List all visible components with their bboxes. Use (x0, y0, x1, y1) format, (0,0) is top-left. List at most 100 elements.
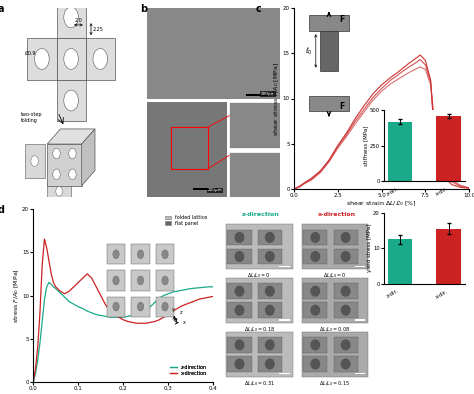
Bar (228, 249, 252, 264)
Text: two-step
folding: two-step folding (21, 112, 42, 123)
z-direction (147, 305, 153, 309)
Polygon shape (47, 129, 95, 144)
Bar (226, 278, 292, 323)
Circle shape (265, 232, 274, 242)
Circle shape (53, 148, 60, 159)
Circle shape (56, 187, 63, 196)
X-axis label: shear strain $\Delta L/\mathcal{L}_0$ [%]: shear strain $\Delta L/\mathcal{L}_0$ [%… (346, 200, 417, 208)
Bar (258, 283, 282, 299)
Line: z-direction: z-direction (33, 282, 213, 382)
Text: b: b (140, 4, 147, 14)
Circle shape (93, 48, 108, 69)
z-direction (30, 380, 36, 385)
Circle shape (341, 232, 350, 242)
x-direction (66, 289, 72, 294)
z-direction (210, 284, 216, 289)
x-direction (62, 292, 68, 296)
Bar (437, 116, 461, 181)
Bar (303, 230, 328, 245)
Text: $\Delta L/L_0 = 0.31$: $\Delta L/L_0 = 0.31$ (244, 379, 275, 388)
Bar (171, 127, 208, 169)
z-direction (125, 314, 130, 319)
z-direction (206, 284, 211, 289)
Circle shape (265, 252, 274, 261)
Circle shape (69, 169, 76, 180)
z-direction (183, 287, 189, 292)
x-direction (165, 312, 171, 317)
Bar (301, 332, 368, 377)
z-direction (39, 319, 45, 324)
x-direction (71, 284, 76, 289)
Circle shape (341, 286, 350, 296)
Circle shape (235, 252, 244, 261)
z-direction (197, 285, 202, 290)
z-direction (84, 309, 90, 314)
x-direction (170, 309, 175, 314)
Bar (279, 319, 290, 321)
z-direction (46, 280, 52, 285)
Circle shape (341, 252, 350, 261)
x-direction (48, 271, 54, 276)
Bar (27, 38, 56, 80)
Circle shape (69, 148, 76, 159)
Text: x-direction: x-direction (318, 212, 356, 217)
z-direction (179, 288, 185, 293)
z-direction (57, 290, 63, 295)
Bar (303, 337, 328, 353)
z-direction (102, 314, 108, 319)
z-direction (33, 371, 38, 376)
x-direction (84, 271, 90, 276)
Y-axis label: shear stress $F/A_0$ [MPa]: shear stress $F/A_0$ [MPa] (273, 61, 282, 136)
Bar (355, 266, 365, 267)
x-direction (152, 319, 157, 324)
z-direction (165, 292, 171, 296)
z-direction (174, 289, 180, 294)
Text: $\Delta L/L_0 = 0.08$: $\Delta L/L_0 = 0.08$ (319, 325, 351, 334)
Bar (388, 239, 412, 284)
Circle shape (311, 340, 319, 350)
z-direction (120, 315, 126, 320)
Bar (226, 332, 292, 377)
Bar (229, 152, 280, 197)
x-direction (188, 300, 193, 305)
z-direction (35, 358, 40, 363)
Polygon shape (47, 144, 82, 186)
x-direction (197, 297, 202, 301)
Bar (147, 102, 227, 197)
Circle shape (265, 305, 274, 315)
Bar (334, 337, 358, 353)
Bar (258, 356, 282, 372)
x-direction (111, 312, 117, 317)
x-direction (120, 318, 126, 322)
Bar (86, 38, 115, 80)
z-direction (44, 284, 49, 289)
Bar (258, 303, 282, 318)
Text: d: d (0, 205, 4, 216)
x-direction (42, 237, 47, 242)
z-direction (66, 299, 72, 304)
x-direction (93, 284, 99, 289)
Circle shape (311, 359, 319, 369)
Text: 2.25: 2.25 (93, 27, 104, 32)
x-direction (183, 302, 189, 307)
x-direction (206, 295, 211, 299)
Text: $\Delta L/L_0 = 0.18$: $\Delta L/L_0 = 0.18$ (244, 325, 275, 334)
x-direction (161, 315, 167, 320)
Bar (25, 144, 45, 178)
x-direction (30, 380, 36, 385)
x-direction (89, 276, 94, 281)
Bar (258, 249, 282, 264)
Text: 2.0: 2.0 (74, 18, 82, 23)
z-direction (201, 285, 207, 290)
x-direction (138, 321, 144, 325)
z-direction (42, 297, 47, 302)
z-direction (75, 305, 81, 309)
Bar (47, 182, 71, 201)
x-direction (147, 320, 153, 325)
Circle shape (235, 359, 244, 369)
X-axis label: compression $\Delta L/L_0$ [-]: compression $\Delta L/L_0$ [-] (89, 393, 157, 394)
z-direction (129, 313, 135, 318)
z-direction (134, 312, 139, 317)
x-direction (179, 303, 185, 308)
Bar (193, 188, 217, 190)
